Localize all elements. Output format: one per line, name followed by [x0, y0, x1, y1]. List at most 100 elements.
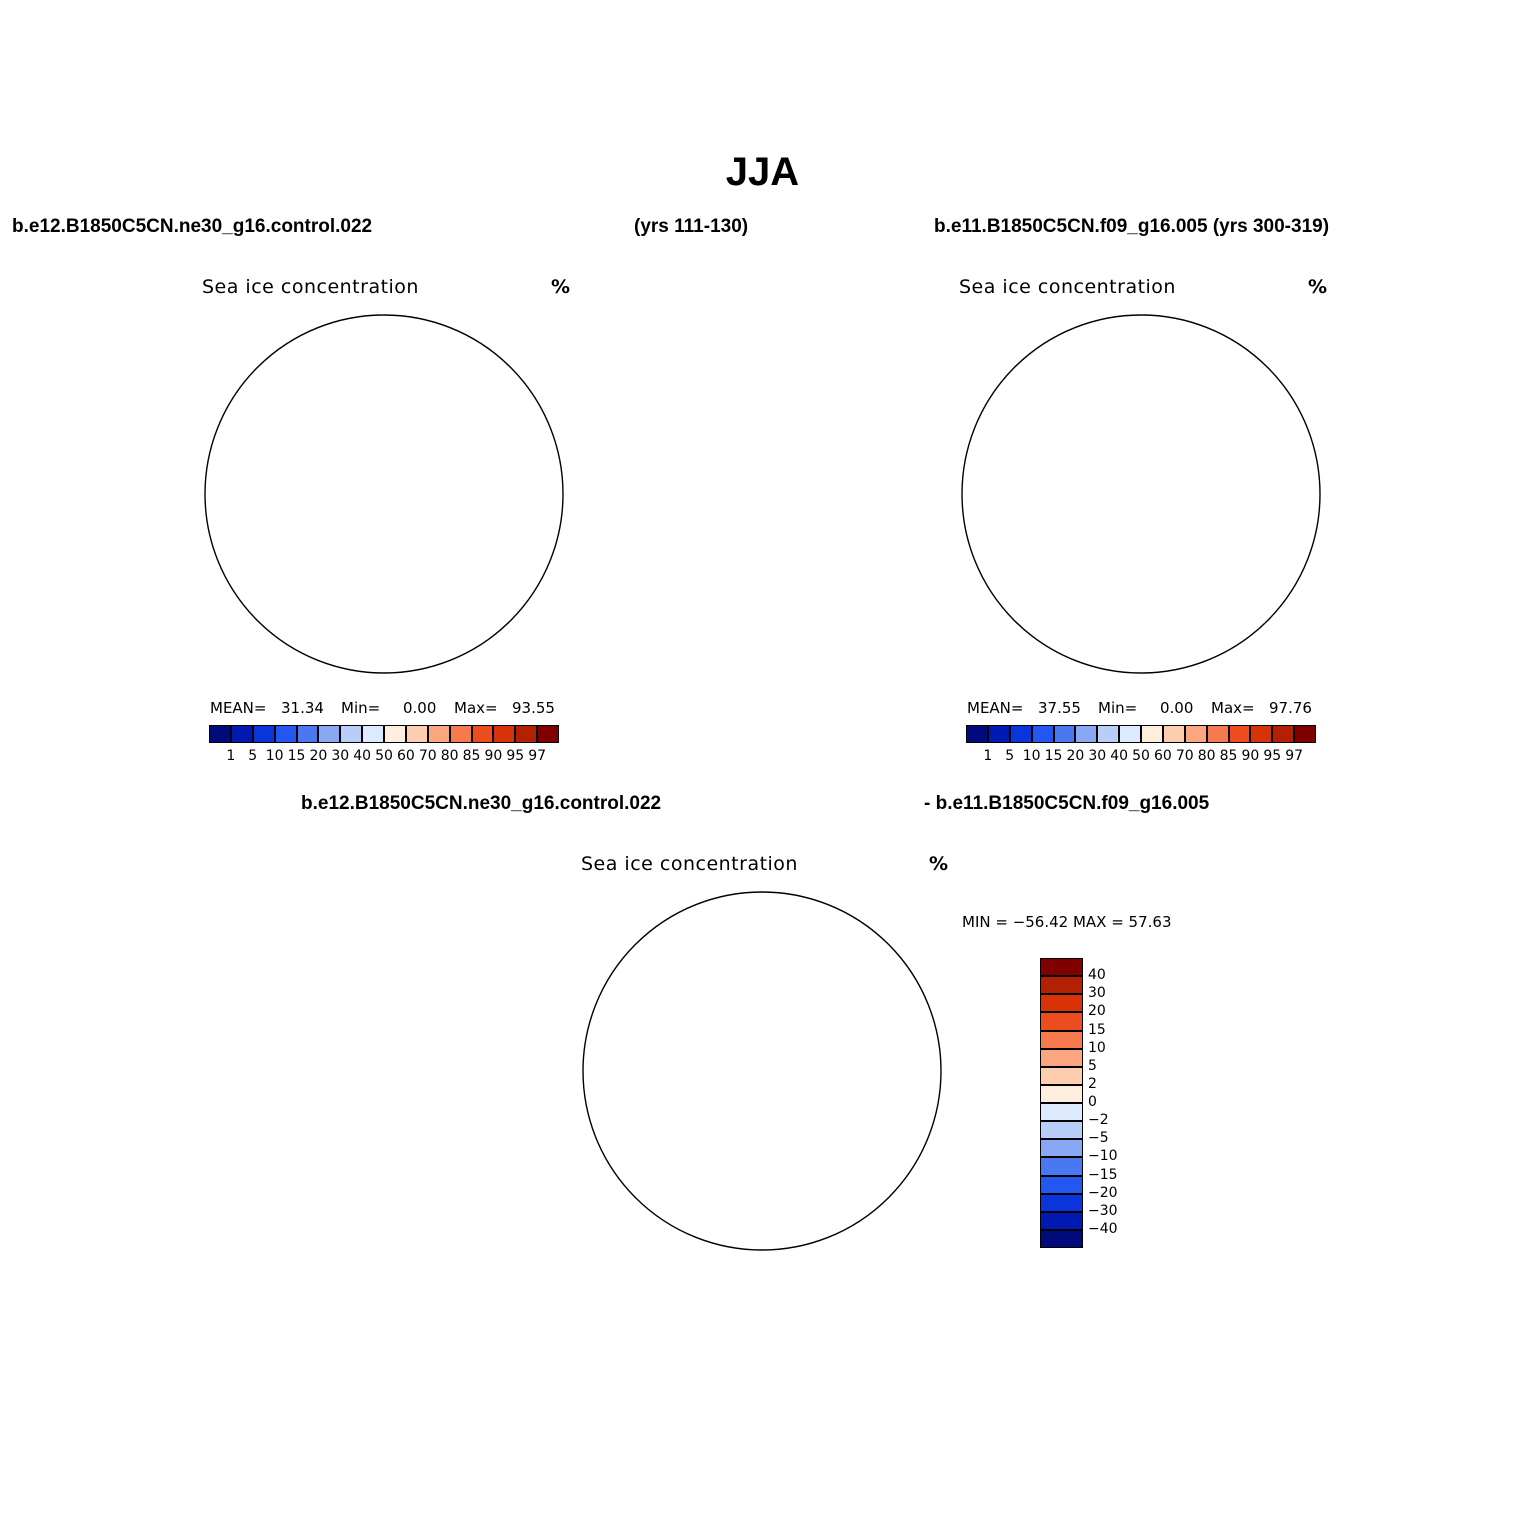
panel1-colorbar-tick-label: 95 [506, 748, 525, 764]
diff-colorbar-tick-label: 2 [1088, 1075, 1097, 1092]
panel1-colorbar-swatch [318, 725, 341, 743]
diff-colorbar-swatch [1040, 1121, 1083, 1140]
panel1-colorbar-swatch [252, 725, 275, 743]
panel1-mean-label: MEAN= [210, 699, 267, 717]
panel2-colorbar [966, 725, 1316, 743]
panel2-colorbar-swatch [1097, 725, 1120, 743]
panel2-colorbar-swatch [1162, 725, 1185, 743]
main-title: JJA [725, 150, 800, 194]
diff-colorbar-tick-label: −40 [1088, 1220, 1118, 1237]
panel1-colorbar-swatch [340, 725, 363, 743]
diff-stats: MIN = −56.42 MAX = 57.63 [962, 913, 1172, 931]
panel1-colorbar-ticks: 1 5 10 15 20 30 40 50 60 70 80 85 90 95 97 [209, 748, 559, 766]
panel1-colorbar-swatch [209, 725, 231, 743]
panel1-colorbar-tick-label: 30 [331, 748, 350, 764]
panel2-colorbar-swatch [966, 725, 988, 743]
panel2-subtitle: Sea ice concentration [959, 276, 1176, 298]
panel1-colorbar-tick-label: 5 [248, 748, 258, 764]
panel2-colorbar-swatch [1184, 725, 1207, 743]
panel1-colorbar-swatch [362, 725, 384, 743]
diff-colorbar-swatch [1040, 1157, 1083, 1176]
panel1-colorbar [209, 725, 559, 743]
case1-label: b.e12.B1850C5CN.ne30_g16.control.022 [12, 216, 373, 237]
panel1-colorbar-tick-label: 60 [396, 748, 415, 764]
panel1-colorbar-tick-label: 20 [309, 748, 328, 764]
panel2-mean-label: MEAN= [967, 699, 1024, 717]
panel2-colorbar-swatch [1009, 725, 1032, 743]
diff-colorbar-swatch [1040, 1175, 1083, 1194]
panel1-mean-value: 31.34 [281, 699, 324, 717]
panel2-mean-value: 37.55 [1038, 699, 1081, 717]
panel2-units: % [1308, 276, 1328, 298]
panel2-colorbar-tick-label: 70 [1175, 748, 1194, 764]
panel2-max-label: Max= [1211, 699, 1255, 717]
case2-label: b.e11.B1850C5CN.f09_g16.005 (yrs 300-319… [934, 216, 1330, 237]
panel1-colorbar-swatch [427, 725, 450, 743]
panel1-colorbar-swatch [384, 725, 406, 743]
panel2-colorbar-swatch [1031, 725, 1054, 743]
diff-colorbar-swatch [1040, 1193, 1083, 1212]
panel2-colorbar-tick-label: 80 [1197, 748, 1216, 764]
years1-label: (yrs 111-130) [634, 216, 749, 237]
diff-colorbar-tick-label: 5 [1088, 1057, 1097, 1074]
panel1-max-value: 93.55 [512, 699, 555, 717]
panel1-colorbar-swatch [230, 725, 253, 743]
panel2-colorbar-swatch [1141, 725, 1163, 743]
panel2-colorbar-swatch [987, 725, 1010, 743]
diff-subtitle: Sea ice concentration [581, 853, 798, 875]
panel1-colorbar-swatch [515, 725, 538, 743]
diff-colorbar-tick-label: 0 [1088, 1094, 1097, 1110]
diff-colorbar-tick-label: −20 [1088, 1184, 1118, 1201]
panel1-colorbar-tick-label: 80 [440, 748, 459, 764]
panel1-max-label: Max= [454, 699, 498, 717]
panel2-min-label: Min= [1098, 699, 1138, 717]
diff-colorbar-swatch [1040, 958, 1083, 977]
diff-colorbar-tick-label: −30 [1088, 1202, 1118, 1219]
panel2-colorbar-swatch [1294, 725, 1316, 743]
diff-colorbar [1040, 958, 1083, 1248]
panel1-min-label: Min= [341, 699, 381, 717]
panel1-colorbar-swatch [537, 725, 559, 743]
panel1-colorbar-tick-label: 70 [418, 748, 437, 764]
map3-border [582, 891, 942, 1251]
panel2-colorbar-swatch [1119, 725, 1141, 743]
map3-background [583, 892, 941, 1250]
panel2-colorbar-tick-label: 85 [1219, 748, 1238, 764]
diff-colorbar-swatch [1040, 994, 1083, 1013]
panel1-colorbar-tick-label: 50 [375, 748, 393, 764]
panel2-colorbar-tick-label: 10 [1022, 748, 1041, 764]
panel2-colorbar-swatch [1228, 725, 1251, 743]
diff-colorbar-swatch [1040, 1084, 1083, 1103]
panel1-colorbar-tick-label: 97 [528, 748, 547, 764]
panel1-colorbar-tick-label: 15 [287, 748, 306, 764]
diff-colorbar-swatch [1040, 1048, 1083, 1067]
panel1-colorbar-swatch [274, 725, 297, 743]
diff-colorbar-tick-label: −10 [1088, 1148, 1118, 1165]
diff-colorbar-swatch [1040, 1229, 1083, 1248]
diff-colorbar-tick-label: 15 [1088, 1021, 1106, 1038]
panel2-min-value: 0.00 [1160, 699, 1194, 717]
diff-colorbar-tick-label: −5 [1088, 1130, 1109, 1147]
panel2-colorbar-tick-label: 20 [1066, 748, 1085, 764]
panel2-colorbar-swatch [1053, 725, 1076, 743]
diff-colorbar-swatch [1040, 1211, 1083, 1230]
map2-background [962, 315, 1320, 673]
diff-colorbar-tick-label: 40 [1088, 967, 1106, 984]
panel2-colorbar-swatch [1206, 725, 1229, 743]
panel2-colorbar-swatch [1075, 725, 1098, 743]
panel1-colorbar-swatch [449, 725, 472, 743]
map-panel-diff [582, 891, 942, 1251]
diff-colorbar-ticks: 40 30 20 15 10 5 2 0 −2 −5 −10 −15 −20 −30 −40 [1088, 958, 1138, 1248]
diff-colorbar-tick-label: 20 [1088, 1003, 1106, 1020]
panel1-units: % [551, 276, 571, 298]
panel2-colorbar-swatch [1272, 725, 1295, 743]
panel2-colorbar-tick-label: 30 [1088, 748, 1107, 764]
panel1-subtitle: Sea ice concentration [202, 276, 419, 298]
panel2-colorbar-tick-label: 15 [1044, 748, 1063, 764]
panel2-colorbar-tick-label: 95 [1263, 748, 1282, 764]
diff-colorbar-tick-label: 30 [1088, 985, 1106, 1002]
diff-colorbar-tick-label: 10 [1088, 1039, 1106, 1056]
diff-colorbar-tick-label: −2 [1088, 1112, 1109, 1129]
panel2-colorbar-tick-label: 1 [983, 748, 993, 764]
panel2-colorbar-tick-label: 97 [1285, 748, 1304, 764]
